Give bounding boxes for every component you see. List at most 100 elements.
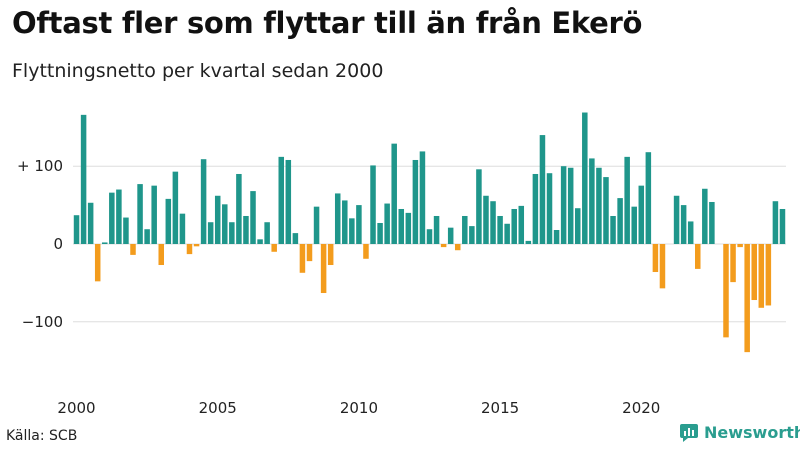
bar-2002Q3 [144, 229, 150, 244]
bar-2020Q4 [659, 244, 666, 289]
y-tick-label: + 100 [17, 157, 63, 175]
bar-2000Q2 [80, 114, 87, 244]
bar-2011Q1 [384, 203, 390, 244]
bar-2005Q4 [236, 173, 242, 244]
bar-2004Q4 [207, 222, 214, 244]
bar-2018Q3 [596, 167, 602, 244]
bar-2007Q4 [292, 233, 299, 244]
bar-2006Q1 [243, 215, 249, 244]
bar-2017Q4 [574, 208, 581, 244]
bar-2002Q2 [137, 184, 143, 244]
bar-2006Q3 [257, 239, 263, 244]
chart-title: Oftast fler som flyttar till än från Eke… [12, 6, 643, 40]
bar-2023Q2 [730, 244, 736, 283]
bar-2014Q1 [469, 226, 475, 244]
bar-2000Q4 [94, 244, 101, 282]
bar-2012Q4 [433, 215, 440, 244]
bar-2010Q1 [356, 205, 362, 244]
bar-2004Q2 [193, 244, 200, 247]
source-note: Källa: SCB [6, 428, 78, 444]
bar-2022Q1 [695, 244, 701, 269]
bar-2010Q2 [363, 244, 369, 259]
bar-2003Q2 [165, 198, 172, 244]
bar-2015Q3 [511, 208, 517, 244]
bar-2023Q3 [737, 244, 743, 248]
bar-2000Q3 [87, 202, 94, 244]
bar-2005Q1 [214, 195, 221, 244]
bar-2013Q3 [454, 244, 461, 251]
bar-2023Q4 [744, 244, 750, 353]
bar-2009Q2 [334, 193, 341, 244]
bar-2024Q4 [772, 201, 779, 244]
bar-2002Q1 [130, 244, 136, 255]
bar-2003Q3 [172, 171, 179, 244]
bar-2019Q2 [617, 198, 623, 244]
bar-2020Q2 [645, 152, 652, 244]
bar-2011Q2 [391, 143, 397, 244]
bar-2006Q4 [264, 222, 270, 244]
bar-2009Q3 [342, 200, 348, 244]
bar-2010Q3 [370, 165, 376, 244]
bar-2008Q2 [306, 244, 313, 262]
bar-2001Q3 [116, 189, 122, 244]
bar-2018Q2 [589, 158, 595, 244]
x-tick-label: 2000 [57, 399, 95, 417]
bar-2007Q1 [271, 244, 277, 252]
bar-2020Q1 [638, 185, 645, 244]
bar-2004Q1 [186, 244, 193, 255]
bar-2017Q1 [553, 230, 560, 244]
x-tick-label: 2015 [481, 399, 519, 417]
y-tick-label: 0 [53, 235, 63, 253]
bar-2014Q4 [490, 201, 496, 244]
bar-2018Q4 [603, 177, 609, 244]
bar-2001Q1 [102, 242, 108, 244]
bar-undefined [779, 208, 786, 244]
y-tick-label: −100 [22, 313, 63, 331]
bar-2015Q1 [497, 215, 503, 244]
bar-2024Q2 [758, 244, 765, 308]
x-tick-label: 2020 [622, 399, 660, 417]
bar-2016Q4 [546, 173, 553, 244]
newsworthy-logo[interactable]: Newsworthy [680, 423, 800, 442]
bar-2022Q3 [709, 201, 715, 244]
brand-name: Newsworthy [704, 423, 800, 442]
bar-2015Q2 [504, 223, 510, 244]
bar-2018Q1 [582, 112, 588, 245]
bar-2012Q1 [412, 159, 419, 244]
bar-2013Q1 [440, 244, 447, 248]
bar-2020Q3 [652, 244, 659, 273]
y-axis: + 100 0 −100 [17, 157, 63, 331]
bar-2016Q2 [532, 173, 539, 244]
bar-2001Q4 [123, 217, 129, 244]
bar-2003Q1 [158, 244, 164, 266]
bar-2002Q4 [151, 185, 157, 244]
x-tick-label: 2010 [340, 399, 378, 417]
bar-2001Q2 [109, 192, 115, 244]
chart-subtitle: Flyttningsnetto per kvartal sedan 2000 [12, 60, 384, 82]
bars [73, 112, 786, 353]
bar-2017Q3 [567, 167, 574, 244]
bar-2008Q1 [299, 244, 306, 273]
bar-2021Q4 [687, 221, 694, 244]
bar-2010Q4 [377, 222, 383, 244]
bar-2014Q3 [483, 195, 489, 244]
bar-2017Q2 [560, 166, 567, 244]
bar-2007Q3 [285, 159, 292, 244]
bar-2005Q2 [222, 204, 228, 244]
bar-2007Q2 [278, 156, 285, 244]
bar-2023Q1 [723, 244, 729, 338]
bar-2013Q2 [447, 227, 454, 244]
x-tick-label: 2005 [199, 399, 237, 417]
bar-2021Q3 [680, 205, 687, 244]
bar-2021Q2 [673, 195, 680, 244]
bar-2006Q2 [250, 191, 256, 244]
bar-2008Q4 [320, 244, 327, 294]
bar-2016Q3 [539, 135, 546, 244]
bar-2014Q2 [476, 169, 482, 244]
bar-2012Q2 [419, 151, 426, 244]
chart-bubble-icon [680, 423, 698, 442]
bar-2016Q1 [525, 240, 532, 244]
bar-2004Q3 [200, 159, 207, 244]
bar-2019Q1 [610, 215, 616, 244]
